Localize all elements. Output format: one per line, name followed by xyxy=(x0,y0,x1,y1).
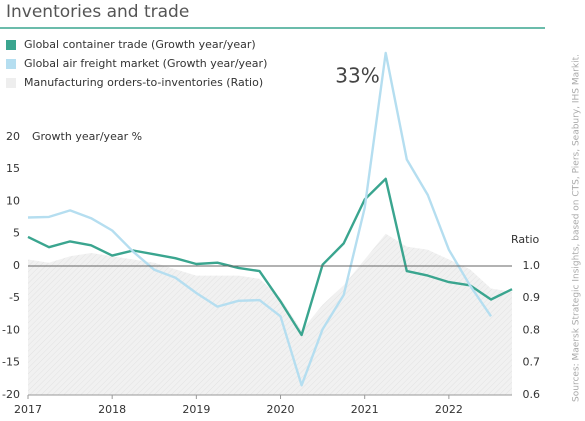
legend-swatch xyxy=(6,40,16,50)
y-tick-label: -15 xyxy=(2,356,20,369)
x-tick-label: 2019 xyxy=(182,403,210,416)
legend-swatch xyxy=(6,78,16,88)
source: Sources: Maersk Strategic Insights, base… xyxy=(572,54,582,402)
x-tick-label: 2021 xyxy=(351,403,379,416)
y2-tick-label: 0.8 xyxy=(523,323,541,336)
y-tick-label: 10 xyxy=(6,194,20,207)
y2-tick-label: 0.6 xyxy=(523,388,541,401)
y2-tick-label: 0.7 xyxy=(523,356,541,369)
y2-tick-label: 1.0 xyxy=(523,259,541,272)
y-tick-label: -5 xyxy=(9,291,20,304)
legend-swatch xyxy=(6,59,16,69)
y-tick-label: 20 xyxy=(6,130,20,143)
y2-axis-label: Ratio xyxy=(511,233,540,246)
x-tick-label: 2020 xyxy=(267,403,295,416)
series-line xyxy=(27,51,492,387)
legend-label: Manufacturing orders-to-inventories (Rat… xyxy=(24,76,263,89)
legend-label: Global air freight market (Growth year/y… xyxy=(24,57,267,70)
annotation: 33% xyxy=(335,64,379,88)
ratio-area xyxy=(28,233,512,395)
legend-label: Global container trade (Growth year/year… xyxy=(24,38,256,51)
y2-tick-label: 0.9 xyxy=(523,291,541,304)
y-axis-label: Growth year/year % xyxy=(32,130,142,143)
y-tick-label: 5 xyxy=(13,227,20,240)
x-tick-label: 2018 xyxy=(98,403,126,416)
y-tick-label: -20 xyxy=(2,388,20,401)
x-tick-label: 2022 xyxy=(435,403,463,416)
y-tick-label: -10 xyxy=(2,323,20,336)
series-line xyxy=(27,177,513,337)
chart-title: Inventories and trade xyxy=(6,2,189,22)
y-tick-label: 15 xyxy=(6,162,20,175)
x-tick-label: 2017 xyxy=(14,403,42,416)
y-tick-label: 0 xyxy=(13,259,20,272)
